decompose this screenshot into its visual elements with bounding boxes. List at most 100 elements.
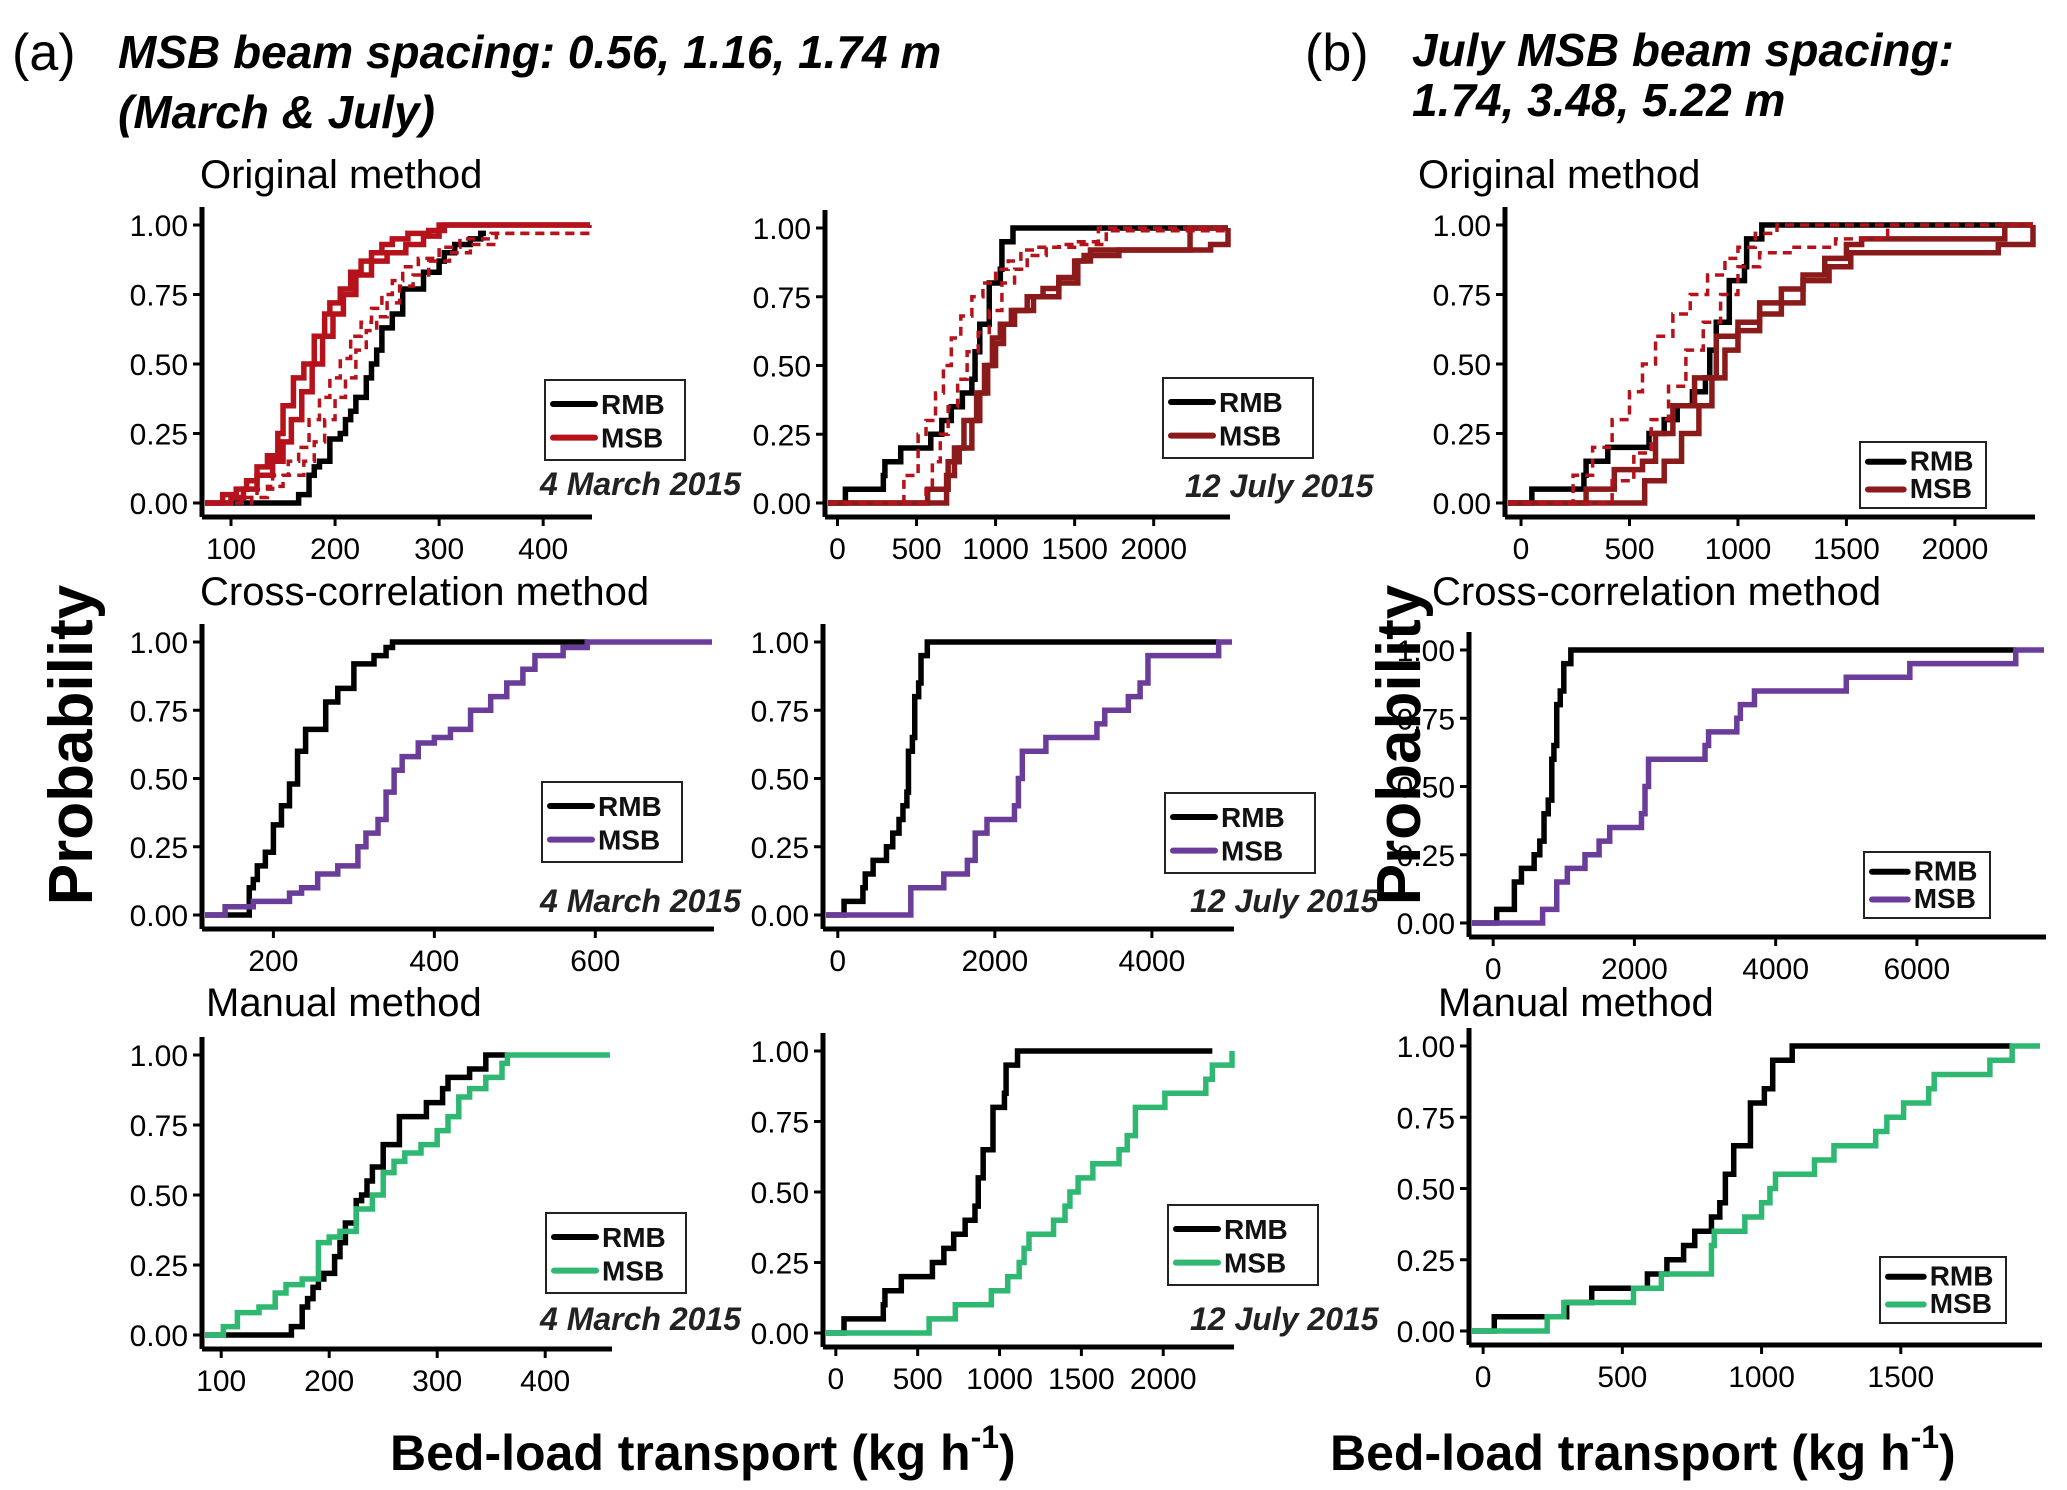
y-tick-label: 0.25 (130, 832, 188, 865)
x-tick-label: 2000 (961, 945, 1028, 978)
x-axis-label-b-end: ) (1939, 1425, 1956, 1481)
x-tick-label: 200 (248, 945, 298, 978)
panel-a-label: (a) (12, 24, 76, 82)
y-tick-label: 0.25 (1433, 419, 1491, 452)
series-rmb-line (205, 639, 588, 918)
y-tick-label: 0.25 (1397, 840, 1455, 873)
x-tick-label: 6000 (1884, 953, 1951, 986)
legend-box (1879, 1256, 2007, 1324)
legend-label-rmb: RMB (1219, 387, 1283, 418)
x-tick-label: 1000 (966, 1363, 1033, 1396)
y-axis-label-a: Probability (37, 584, 106, 905)
x-axis-label-a-sup: -1 (971, 1419, 999, 1455)
y-tick-label: 0.50 (1433, 349, 1491, 382)
x-tick-label: 1500 (1048, 1363, 1115, 1396)
y-tick-label: 0.50 (130, 764, 188, 797)
method-title-original-a: Original method (200, 153, 482, 197)
series-rmb-line (828, 225, 1228, 506)
legend-box (1164, 792, 1316, 874)
legend-label-rmb: RMB (1930, 1260, 1994, 1291)
series-msb-line (828, 228, 1231, 506)
legend-label-msb: MSB (598, 825, 660, 856)
x-tick-label: 500 (893, 1363, 943, 1396)
y-tick-label: 0.75 (1433, 280, 1491, 313)
series-msb-line (205, 222, 590, 506)
series-msb-line (205, 222, 590, 506)
x-tick-label: 4000 (1119, 945, 1186, 978)
x-tick-label: 500 (1597, 1361, 1647, 1394)
date-annotation: 4 March 2015 (539, 883, 742, 919)
y-tick-label: 0.75 (130, 280, 188, 313)
legend-label-msb: MSB (1219, 421, 1281, 452)
y-tick-label: 0.00 (130, 488, 188, 521)
legend-box (544, 379, 686, 461)
x-tick-label: 500 (892, 533, 942, 566)
series-msb-line (828, 228, 1230, 505)
legend-label-rmb: RMB (598, 791, 662, 822)
x-tick-label: 0 (827, 1363, 844, 1396)
legend-label-msb: MSB (1914, 883, 1976, 914)
y-tick-label: 1.00 (751, 627, 809, 660)
x-tick-label: 0 (1475, 1361, 1492, 1394)
method-title-manual-b: Manual method (1438, 981, 1714, 1025)
date-annotation: 4 March 2015 (539, 466, 742, 502)
legend-label-rmb: RMB (1221, 802, 1285, 833)
x-tick-label: 0 (829, 533, 846, 566)
y-tick-label: 0.25 (751, 832, 809, 865)
y-tick-label: 0.25 (130, 419, 188, 452)
y-tick-label: 0.00 (130, 1320, 188, 1353)
panel-a-title-line2: (March & July) (118, 86, 435, 138)
y-tick-label: 1.00 (130, 627, 188, 660)
y-tick-label: 0.75 (753, 282, 811, 315)
y-tick-label: 0.00 (751, 900, 809, 933)
x-tick-label: 600 (570, 945, 620, 978)
x-tick-label: 500 (1604, 533, 1654, 566)
x-tick-label: 300 (412, 1365, 462, 1398)
legend-label-msb: MSB (1221, 836, 1283, 867)
legend-label-msb: MSB (1930, 1288, 1992, 1319)
legend-label-msb: MSB (602, 1256, 664, 1287)
x-axis-label-a-main: Bed-load transport (kg h (390, 1425, 971, 1481)
y-tick-label: 0.75 (751, 695, 809, 728)
y-tick-label: 0.75 (1397, 1102, 1455, 1135)
y-tick-label: 0.50 (751, 764, 809, 797)
x-tick-label: 200 (304, 1365, 354, 1398)
series-msb-line (1508, 223, 2033, 505)
y-tick-label: 0.50 (751, 1177, 809, 1210)
panel-b-label: (b) (1305, 24, 1369, 82)
x-tick-label: 300 (414, 533, 464, 566)
subplot-a-manual-july: 0.00 0.25 0.50 0.75 1.00 0 500 1000 1500 2000 RMBM… (751, 1033, 1380, 1396)
y-tick-label: 0.75 (1397, 703, 1455, 736)
x-tick-label: 0 (1513, 533, 1530, 566)
legend-box (1863, 851, 1991, 919)
x-tick-label: 400 (520, 1365, 570, 1398)
y-tick-label: 1.00 (753, 213, 811, 246)
legend-box (1162, 377, 1314, 459)
legend-label-rmb: RMB (1224, 1214, 1288, 1245)
y-tick-label: 0.25 (753, 419, 811, 452)
y-tick-label: 1.00 (751, 1036, 809, 1069)
y-tick-label: 0.50 (1397, 1174, 1455, 1207)
x-tick-label: 100 (196, 1365, 246, 1398)
panel-a-title-line1: MSB beam spacing: 0.56, 1.16, 1.74 m (118, 26, 941, 78)
x-tick-label: 400 (409, 945, 459, 978)
date-annotation: 12 July 2015 (1190, 883, 1380, 919)
series-msb-line (205, 230, 592, 505)
date-annotation: 12 July 2015 (1190, 1301, 1380, 1337)
y-tick-label: 0.00 (1397, 1316, 1455, 1349)
subplot-a-original-july: 0.00 0.25 0.50 0.75 1.00 0 500 1000 1500 2000 RMBM… (753, 210, 1375, 566)
date-annotation: 12 July 2015 (1185, 468, 1375, 504)
y-tick-label: 0.00 (751, 1318, 809, 1351)
x-tick-label: 1000 (962, 533, 1029, 566)
y-tick-label: 1.00 (1433, 210, 1491, 243)
series-msb-line (205, 225, 592, 505)
legend-box (541, 781, 683, 863)
method-title-cross-a: Cross-correlation method (200, 570, 649, 614)
